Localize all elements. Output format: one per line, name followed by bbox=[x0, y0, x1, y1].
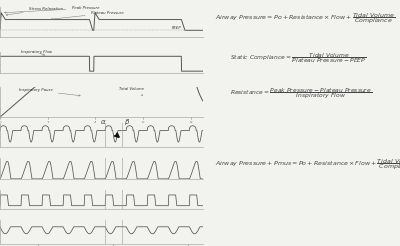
Text: $\beta$: $\beta$ bbox=[124, 117, 130, 127]
Text: Stress Relaxation: Stress Relaxation bbox=[6, 7, 63, 15]
Text: Total Volume: Total Volume bbox=[119, 87, 144, 95]
Text: Inspiratory Flow: Inspiratory Flow bbox=[22, 50, 53, 55]
Text: $\alpha$: $\alpha$ bbox=[100, 118, 106, 126]
Text: $\mathit{Resistance} = \dfrac{\mathit{Peak\ Pressure} - \mathit{Plateau\ Pressur: $\mathit{Resistance} = \dfrac{\mathit{Pe… bbox=[230, 86, 372, 101]
Text: PEEP: PEEP bbox=[172, 26, 182, 30]
Text: Inspiratory Pause: Inspiratory Pause bbox=[19, 89, 80, 96]
Text: $\mathit{Airway\ Pressure} + \mathit{Pmus} = \mathit{Po} + \mathit{Resistance} \: $\mathit{Airway\ Pressure} + \mathit{Pmu… bbox=[214, 157, 400, 172]
X-axis label: Time (s): Time (s) bbox=[92, 126, 111, 131]
Text: Peak Pressure: Peak Pressure bbox=[4, 6, 99, 13]
Text: $\mathit{Static\ Compliance} = \dfrac{\mathit{Tidal\ Volume}}{\mathit{Plateau\ P: $\mathit{Static\ Compliance} = \dfrac{\m… bbox=[230, 51, 366, 65]
Text: $\mathit{Airway\ Pressure} = \mathit{Po} + \mathit{Resistance} \times \mathit{Fl: $\mathit{Airway\ Pressure} = \mathit{Po}… bbox=[214, 11, 394, 26]
Text: Plateau Pressure: Plateau Pressure bbox=[51, 11, 124, 20]
